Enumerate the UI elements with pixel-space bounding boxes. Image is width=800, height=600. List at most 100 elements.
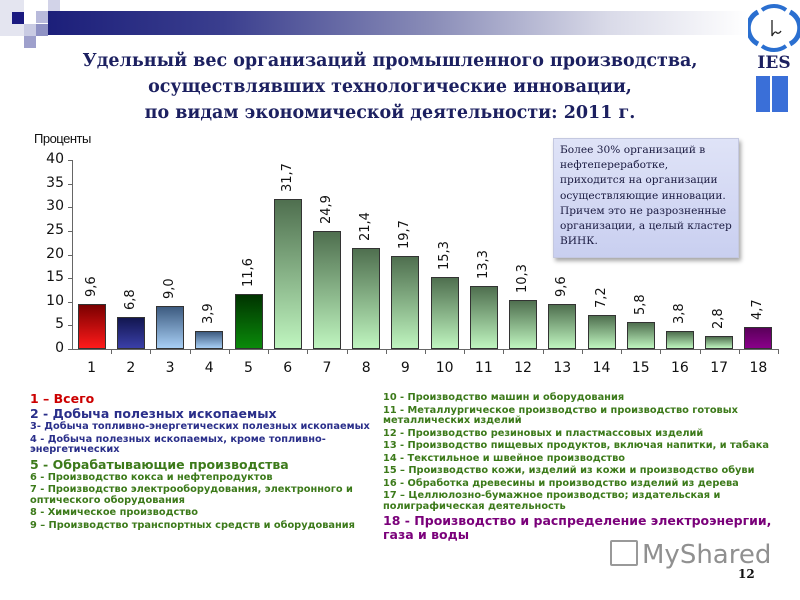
value-label: 10,3: [515, 264, 531, 294]
category-label: 3: [165, 360, 175, 376]
x-tick-mark: [307, 349, 309, 354]
y-tick-mark: [68, 254, 72, 256]
header-banner: [48, 11, 748, 35]
value-label: 19,7: [397, 219, 413, 249]
bar-15: [626, 321, 655, 349]
category-label: 1: [87, 360, 97, 376]
x-tick-mark: [464, 349, 466, 354]
deco-square: [36, 11, 48, 23]
category-label: 8: [361, 360, 371, 376]
value-label: 15,3: [436, 240, 452, 270]
bar-14: [587, 314, 616, 349]
value-label: 5,8: [632, 293, 648, 315]
x-tick-mark: [503, 349, 505, 354]
legend-item: 17 – Целлюлозно-бумажное производство; и…: [383, 490, 721, 512]
x-tick-mark: [385, 349, 387, 354]
bar-16: [665, 331, 694, 349]
y-axis-label: Проценты: [34, 131, 91, 146]
bar-5: [234, 294, 263, 349]
y-tick-mark: [68, 183, 72, 185]
legend-item: 6 - Производство кокса и нефтепродуктов: [30, 471, 273, 483]
category-label: 9: [400, 360, 410, 376]
legend-item: 12 - Производство резиновых и пластмассо…: [383, 427, 704, 439]
category-label: 16: [671, 360, 689, 376]
legend-item: 1 – Всего: [30, 391, 95, 406]
legend-item: 3- Добыча топливно-энергетических полезн…: [30, 421, 370, 432]
bar-9: [391, 255, 420, 349]
title-line-1: Удельный вес организаций промышленного п…: [82, 51, 698, 71]
bar-7: [312, 231, 341, 349]
value-label: 3,9: [201, 302, 217, 324]
value-label: 9,6: [83, 275, 99, 297]
y-tick-label: 10: [46, 292, 64, 309]
y-tick-label: 25: [46, 221, 64, 238]
x-tick-mark: [581, 349, 583, 354]
bar-6: [273, 199, 302, 349]
legend-item: 14 - Текстильное и швейное производство: [383, 452, 626, 464]
deco-square: [36, 24, 48, 36]
y-tick-mark: [68, 160, 72, 161]
y-tick-mark: [68, 278, 72, 280]
legend-item: 15 – Производство кожи, изделий из кожи …: [383, 465, 755, 476]
x-tick-mark: [346, 349, 348, 354]
y-tick-label: 0: [55, 340, 64, 356]
y-tick-label: 5: [55, 316, 64, 333]
bar-11: [469, 286, 498, 349]
x-tick-mark: [150, 349, 152, 354]
legend-item: 18 - Производство и распределение электр…: [383, 513, 772, 542]
legend-item: 8 - Химическое производство: [30, 507, 198, 518]
legend-item: 2 - Добыча полезных ископаемых: [30, 406, 277, 421]
category-label: 2: [126, 360, 136, 376]
legend-right: 10 - Производство машин и оборудования 11…: [383, 392, 778, 543]
value-label: 11,6: [240, 258, 256, 288]
y-tick-mark: [68, 230, 72, 232]
value-label: 21,4: [358, 211, 374, 241]
watermark-text: MyShared: [642, 540, 772, 570]
category-label: 18: [749, 360, 768, 376]
category-label: 7: [322, 360, 332, 376]
legend-item: 16 - Обработка древесины и производство …: [383, 477, 739, 489]
bar-3: [156, 306, 185, 349]
y-tick-mark: [68, 349, 72, 350]
legend-item: 4 - Добыча полезных ископаемых, кроме то…: [30, 433, 326, 455]
category-label: 12: [514, 360, 532, 376]
value-label: 4,7: [750, 299, 766, 320]
y-tick-label: 15: [46, 269, 64, 286]
category-label: 4: [204, 360, 214, 376]
x-tick-mark: [778, 349, 779, 354]
y-tick-mark: [68, 325, 72, 327]
value-label: 6,8: [122, 289, 138, 310]
y-tick-label: 30: [46, 198, 64, 215]
category-label: 14: [592, 360, 611, 376]
x-tick-mark: [228, 349, 230, 354]
legend-item: 7 - Производство электрооборудования, эл…: [30, 484, 353, 506]
y-axis-line: [72, 160, 73, 350]
svg-text:IES: IES: [757, 53, 790, 73]
y-tick-mark: [68, 207, 72, 209]
y-tick-label: 35: [46, 174, 64, 191]
bar-2: [116, 316, 145, 349]
title-line-2: осуществлявших технологические инновации…: [148, 77, 632, 97]
page-number: 12: [738, 567, 755, 581]
bar-chart: 0 5 10 15 20 25 30 35 40 9,6 1 6,8 2 9,0 3 3,9 4 11,6 5 31,…: [46, 151, 779, 376]
bar-17: [705, 335, 734, 349]
bar-18: [744, 326, 773, 349]
legend-item: 5 - Обрабатывающие производства: [30, 456, 289, 472]
x-tick-mark: [111, 349, 113, 354]
deco-square: [48, 0, 60, 11]
value-label: 13,3: [475, 250, 491, 280]
y-tick-label: 40: [46, 151, 64, 167]
value-label: 24,9: [318, 195, 334, 225]
category-label: 6: [283, 360, 293, 376]
legend-item: 9 – Производство транспортных средств и …: [30, 519, 355, 531]
bar-4: [195, 330, 224, 349]
value-label: 31,7: [279, 163, 295, 193]
category-label: 17: [710, 360, 729, 376]
slide-title: Удельный вес организаций промышленного п…: [40, 48, 740, 126]
legend-item: 11 - Металлургическое производство и про…: [383, 404, 738, 426]
x-tick-mark: [660, 349, 662, 354]
category-label: 5: [244, 360, 253, 376]
x-tick-mark: [621, 349, 623, 354]
ies-logo-icon: IES: [748, 4, 800, 112]
deco-square: [24, 24, 36, 36]
